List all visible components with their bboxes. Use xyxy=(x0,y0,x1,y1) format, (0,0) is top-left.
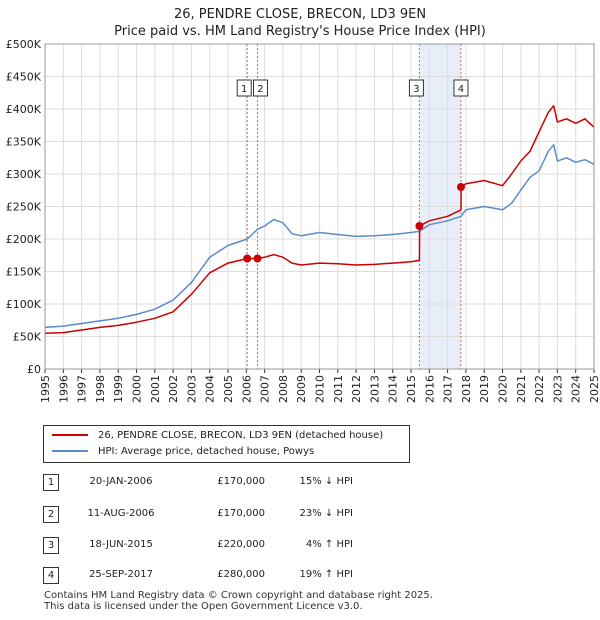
table-row: 4 25-SEP-2017 £280,000 19% ↑ HPI xyxy=(43,567,403,585)
y-tick-label: £250K xyxy=(6,201,42,214)
sale-label-box xyxy=(408,79,424,97)
x-tick-label: 2025 xyxy=(588,375,600,403)
y-tick-label: £300K xyxy=(6,168,42,181)
x-tick-label: 2013 xyxy=(368,375,381,403)
sale-date: 11-AUG-2006 xyxy=(87,508,155,519)
x-tick-label: 2001 xyxy=(149,375,162,403)
x-tick-label: 2012 xyxy=(350,375,363,403)
table-row: 3 18-JUN-2015 £220,000 4% ↑ HPI xyxy=(43,537,403,555)
sale-point xyxy=(456,183,465,191)
hpi-series-line xyxy=(44,144,595,329)
sale-label-text: 1 xyxy=(241,84,247,95)
sale-label-box xyxy=(453,79,469,97)
x-tick-label: 1998 xyxy=(94,375,107,403)
legend-swatch-hpi xyxy=(52,450,88,452)
x-tick-label: 2003 xyxy=(185,375,198,403)
y-tick-label: £150K xyxy=(6,266,42,279)
plot-frame xyxy=(44,43,595,370)
x-tick-label: 1996 xyxy=(57,375,70,403)
legend-label-property: 26, PENDRE CLOSE, BRECON, LD3 9EN (detac… xyxy=(98,430,384,441)
footer-copyright: Contains HM Land Registry data © Crown c… xyxy=(44,590,433,601)
x-tick-label: 2024 xyxy=(570,375,583,403)
x-tick-label: 2002 xyxy=(167,375,180,403)
sale-hpi-comparison: 23% ↓ HPI xyxy=(299,508,353,519)
x-tick-label: 2017 xyxy=(442,375,455,403)
footer-licence: This data is licensed under the Open Gov… xyxy=(44,601,363,612)
property-series-line xyxy=(44,105,595,335)
y-tick-label: £0 xyxy=(27,363,41,376)
chart-title-block: 26, PENDRE CLOSE, BRECON, LD3 9EN Price … xyxy=(0,6,600,40)
y-tick-label: £500K xyxy=(6,38,42,51)
sale-date: 20-JAN-2006 xyxy=(89,476,153,487)
x-tick-label: 2008 xyxy=(277,375,290,403)
footer-attribution: Contains HM Land Registry data © Crown c… xyxy=(44,590,433,612)
y-tick-label: £350K xyxy=(6,136,42,149)
x-tick-label: 2021 xyxy=(515,375,528,403)
sale-label-text: 4 xyxy=(458,84,464,95)
sale-date: 25-SEP-2017 xyxy=(89,569,153,580)
y-tick-label: £50K xyxy=(13,331,42,344)
legend-entry-property: 26, PENDRE CLOSE, BRECON, LD3 9EN (detac… xyxy=(52,429,383,443)
sale-date: 18-JUN-2015 xyxy=(89,539,153,550)
sale-point xyxy=(415,222,424,230)
x-tick-label: 2005 xyxy=(222,375,235,403)
x-tick-label: 1999 xyxy=(112,375,125,403)
x-tick-label: 2020 xyxy=(497,375,510,403)
legend-entry-hpi: HPI: Average price, detached house, Powy… xyxy=(52,445,314,459)
table-row: 1 20-JAN-2006 £170,000 15% ↓ HPI xyxy=(43,474,403,492)
legend-swatch-property xyxy=(52,434,88,436)
x-tick-label: 2009 xyxy=(295,375,308,403)
y-tick-label: £400K xyxy=(6,103,42,116)
x-tick-label: 2011 xyxy=(332,375,345,403)
sale-marker-label: 4 xyxy=(43,567,59,584)
sale-point xyxy=(253,254,262,263)
sale-point xyxy=(243,254,252,263)
x-tick-label: 2016 xyxy=(423,375,436,403)
table-row: 2 11-AUG-2006 £170,000 23% ↓ HPI xyxy=(43,506,403,524)
sale-marker-label: 1 xyxy=(43,474,59,491)
sale-price: £170,000 xyxy=(217,508,265,519)
x-tick-label: 2004 xyxy=(204,375,217,403)
y-tick-label: £450K xyxy=(6,71,42,84)
sale-price: £170,000 xyxy=(217,476,265,487)
x-tick-label: 2006 xyxy=(240,375,253,403)
sale-marker-label: 2 xyxy=(43,506,59,523)
x-tick-label: 2015 xyxy=(405,375,418,403)
x-tick-label: 2007 xyxy=(259,375,272,403)
sale-label-box xyxy=(236,79,252,97)
sale-label-text: 3 xyxy=(413,84,419,95)
sale-hpi-comparison: 15% ↓ HPI xyxy=(299,476,353,487)
y-tick-label: £200K xyxy=(6,233,42,246)
sale-price: £280,000 xyxy=(217,569,265,580)
legend-label-hpi: HPI: Average price, detached house, Powy… xyxy=(98,446,315,457)
x-tick-label: 2018 xyxy=(460,375,473,403)
chart-legend: 26, PENDRE CLOSE, BRECON, LD3 9EN (detac… xyxy=(43,425,410,463)
x-tick-label: 2019 xyxy=(478,375,491,403)
sale-label-box xyxy=(252,79,268,97)
y-tick-label: £100K xyxy=(6,298,42,311)
x-tick-label: 2010 xyxy=(314,375,327,403)
sale-hpi-comparison: 19% ↑ HPI xyxy=(299,569,353,580)
chart-title: 26, PENDRE CLOSE, BRECON, LD3 9EN xyxy=(173,7,427,22)
sale-label-text: 2 xyxy=(257,84,263,95)
x-tick-label: 2014 xyxy=(387,375,400,403)
sale-marker-label: 3 xyxy=(43,537,59,554)
x-tick-label: 1995 xyxy=(39,375,52,403)
sale-hpi-comparison: 4% ↑ HPI xyxy=(305,539,353,550)
x-tick-label: 2023 xyxy=(551,375,564,403)
x-tick-label: 2022 xyxy=(533,375,546,403)
x-tick-label: 1997 xyxy=(76,375,89,403)
x-tick-label: 2000 xyxy=(131,375,144,403)
chart-subtitle: Price paid vs. HM Land Registry's House … xyxy=(114,24,486,39)
sale-price: £220,000 xyxy=(217,539,265,550)
